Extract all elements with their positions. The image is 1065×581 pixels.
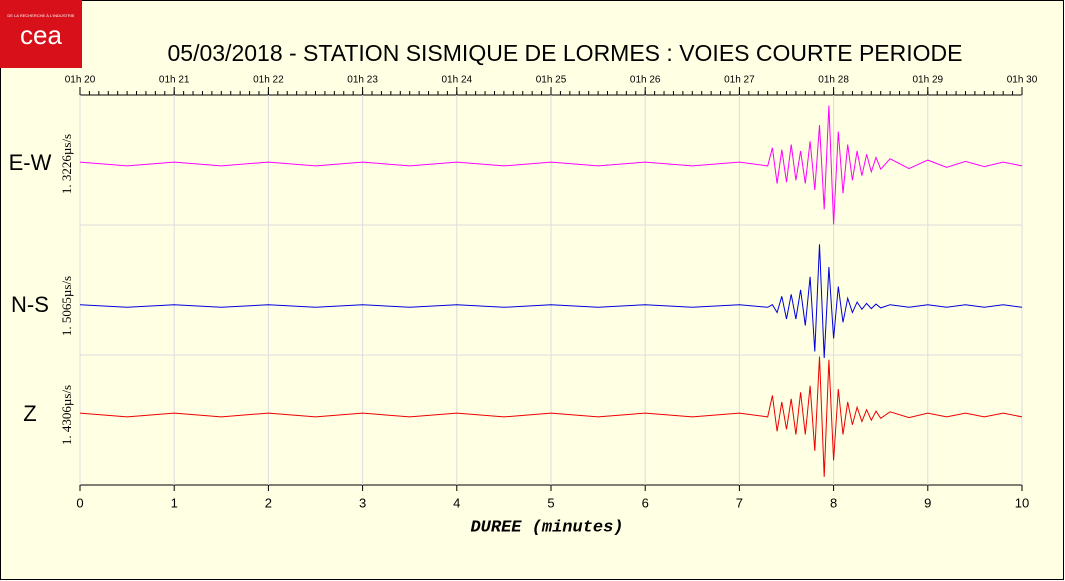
top-tick-label: 01h 23 xyxy=(347,75,378,86)
trace xyxy=(79,356,1023,477)
top-tick-label: 01h 30 xyxy=(1007,75,1038,86)
x-tick-label: 0 xyxy=(76,495,83,510)
trace xyxy=(79,105,1023,225)
scale-label: 1. 5065µs/s xyxy=(59,276,74,336)
top-tick-label: 01h 24 xyxy=(442,75,473,86)
channel-name: N-S xyxy=(11,292,49,317)
chart-title: 05/03/2018 - STATION SISMIQUE DE LORMES … xyxy=(168,40,963,66)
x-tick-label: 6 xyxy=(642,495,649,510)
x-tick-label: 1 xyxy=(171,495,178,510)
scale-label: 1. 3226µs/s xyxy=(59,134,74,194)
channel-name: E-W xyxy=(9,150,52,175)
x-tick-label: 10 xyxy=(1015,495,1029,510)
x-tick-label: 9 xyxy=(924,495,931,510)
top-tick-label: 01h 26 xyxy=(630,75,661,86)
x-tick-label: 4 xyxy=(453,495,460,510)
x-tick-label: 8 xyxy=(830,495,837,510)
top-tick-label: 01h 22 xyxy=(253,75,284,86)
logo-tagline: DE LA RECHERCHE À L'INDUSTRIE xyxy=(7,13,75,18)
top-tick-label: 01h 20 xyxy=(65,75,96,86)
scale-label: 1. 4306µs/s xyxy=(59,385,74,445)
logo-box xyxy=(0,0,82,68)
top-tick-label: 01h 25 xyxy=(536,75,567,86)
top-tick-label: 01h 21 xyxy=(159,75,190,86)
x-tick-label: 5 xyxy=(547,495,554,510)
channel-name: Z xyxy=(23,401,36,426)
top-tick-label: 01h 27 xyxy=(724,75,755,86)
x-axis-label: DUREE (minutes) xyxy=(470,518,623,537)
x-tick-label: 3 xyxy=(359,495,366,510)
top-tick-label: 01h 28 xyxy=(818,75,849,86)
x-tick-label: 7 xyxy=(736,495,743,510)
top-tick-label: 01h 29 xyxy=(913,75,944,86)
x-tick-label: 2 xyxy=(265,495,272,510)
trace xyxy=(79,244,1023,359)
logo: cea xyxy=(20,20,62,50)
